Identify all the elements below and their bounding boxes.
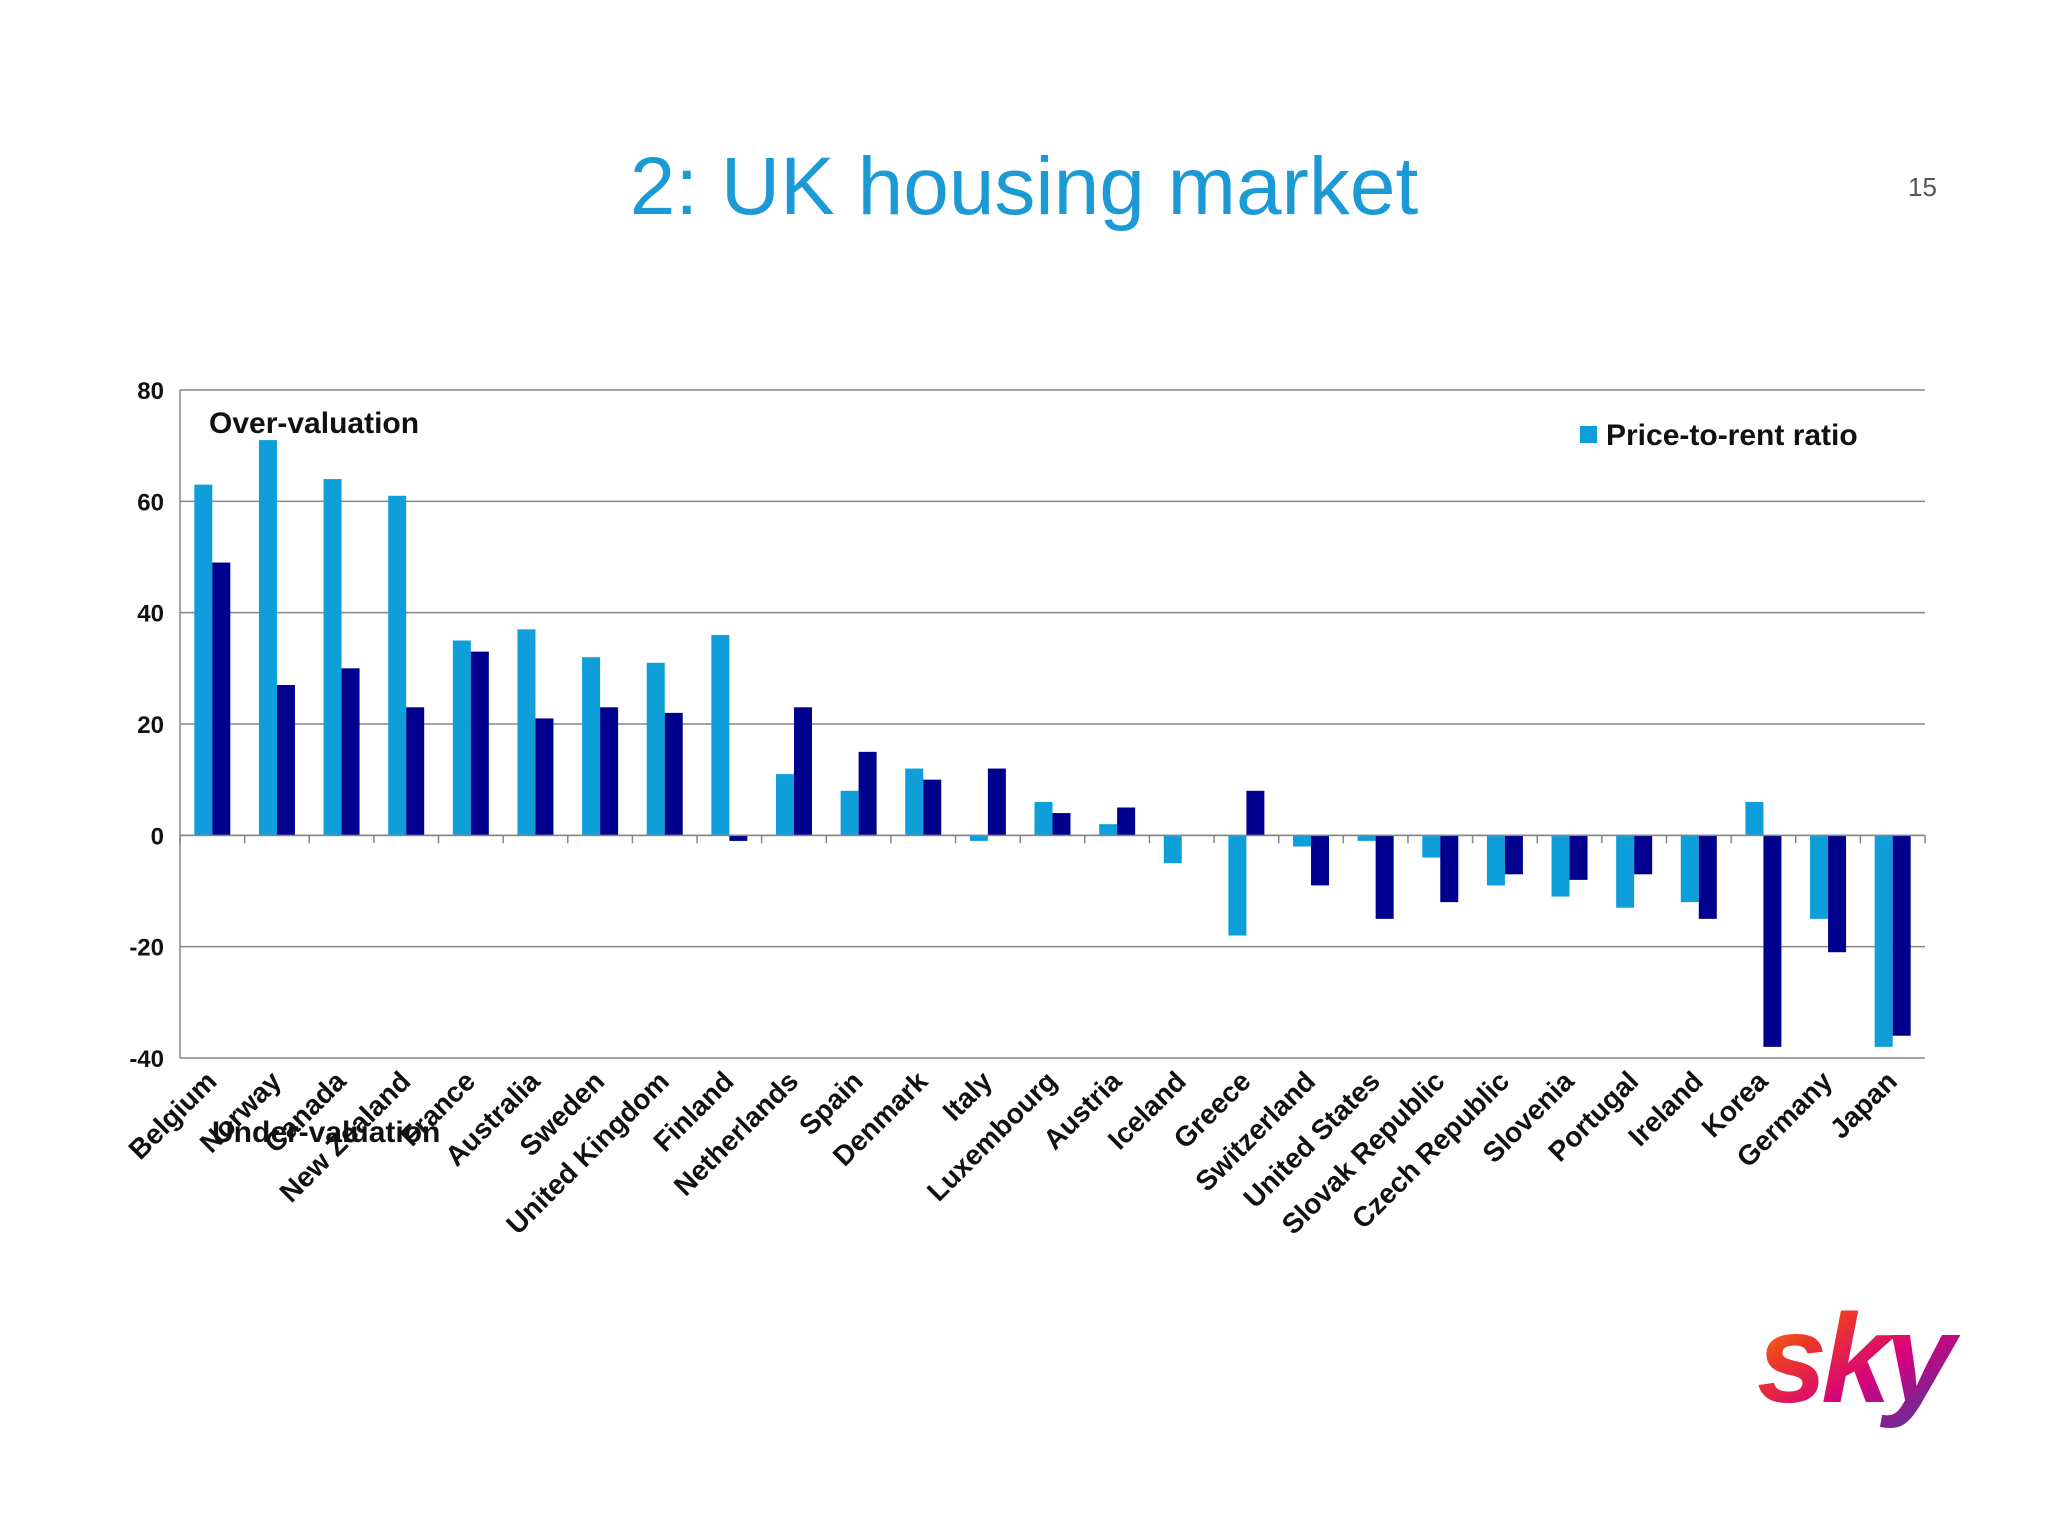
bar-italy-s2 (987, 768, 1006, 836)
bar-greece-s1 (1228, 835, 1247, 936)
bar-germany-s2 (1828, 835, 1847, 953)
bar-switzerland-s1 (1293, 835, 1312, 847)
y-tick-label: 60 (137, 489, 164, 516)
bar-spain-s1 (840, 790, 859, 836)
bar-czech-republic-s1 (1486, 835, 1505, 886)
bar-australia-s1 (517, 629, 536, 836)
bar-portugal-s2 (1634, 835, 1653, 875)
bar-luxembourg-s2 (1052, 813, 1071, 836)
bar-ireland-s1 (1680, 835, 1699, 903)
bar-korea-s1 (1745, 801, 1764, 836)
y-tick-label: 20 (137, 712, 164, 739)
legend-swatch (1580, 426, 1597, 443)
bar-france-s2 (470, 651, 489, 836)
bar-japan-s1 (1874, 835, 1893, 1047)
bar-united-states-s2 (1375, 835, 1394, 919)
bar-australia-s2 (535, 718, 554, 836)
bar-luxembourg-s1 (1034, 801, 1053, 836)
bar-slovak-republic-s2 (1440, 835, 1459, 903)
sky-logo: sky (1757, 1288, 1965, 1429)
bar-netherlands-s1 (775, 774, 794, 836)
y-tick-label: -20 (129, 935, 164, 962)
bar-denmark-s2 (923, 779, 942, 836)
bar-iceland-s1 (1163, 835, 1182, 864)
legend: Price-to-rent ratio (1580, 419, 1858, 452)
bar-portugal-s1 (1616, 835, 1635, 908)
y-tick-label: 0 (151, 823, 164, 850)
bar-belgium-s2 (212, 562, 231, 836)
bar-spain-s2 (858, 751, 877, 836)
bar-germany-s1 (1810, 835, 1829, 919)
bar-ireland-s2 (1698, 835, 1717, 919)
y-tick-label: -40 (129, 1046, 164, 1073)
bar-new-zealand-s2 (406, 707, 425, 836)
bar-netherlands-s2 (793, 707, 812, 836)
bar-czech-republic-s2 (1504, 835, 1523, 875)
bar-slovenia-s1 (1551, 835, 1570, 897)
bar-austria-s1 (1099, 824, 1118, 836)
bar-japan-s2 (1892, 835, 1911, 1036)
axes (179, 390, 1926, 1058)
bar-finland-s1 (711, 634, 730, 836)
bar-norway-s2 (276, 685, 295, 836)
slide-title: 2: UK housing market (629, 141, 1419, 232)
bar-denmark-s1 (905, 768, 924, 836)
bars (194, 440, 1911, 1047)
bar-united-kingdom-s2 (664, 712, 683, 836)
bar-sweden-s1 (582, 657, 601, 836)
bar-switzerland-s2 (1311, 835, 1330, 886)
bar-greece-s2 (1246, 790, 1265, 836)
under-valuation-annotation: Under-valuation (212, 1116, 440, 1149)
bar-italy-s1 (969, 835, 988, 841)
bar-slovenia-s2 (1569, 835, 1588, 880)
grid-lines (180, 389, 1925, 1059)
bar-belgium-s1 (194, 484, 213, 836)
bar-austria-s2 (1117, 807, 1136, 836)
bar-france-s1 (452, 640, 471, 836)
bar-finland-s2 (729, 835, 748, 841)
bar-united-kingdom-s1 (646, 662, 665, 836)
page-number: 15 (1908, 172, 1937, 202)
bar-slovak-republic-s1 (1422, 835, 1441, 858)
y-tick-label: 40 (137, 601, 164, 628)
over-valuation-annotation: Over-valuation (209, 407, 419, 440)
legend-label: Price-to-rent ratio (1606, 419, 1858, 452)
y-tick-label: 80 (137, 378, 164, 405)
svg-text:sky: sky (1757, 1288, 1961, 1429)
bar-korea-s2 (1763, 835, 1782, 1047)
bar-norway-s1 (258, 440, 277, 836)
bar-canada-s1 (323, 479, 342, 836)
bar-canada-s2 (341, 668, 360, 836)
bar-united-states-s1 (1357, 835, 1376, 841)
x-tick-label: Japan (1824, 1065, 1903, 1144)
bar-sweden-s2 (600, 707, 619, 836)
bar-new-zealand-s1 (388, 495, 407, 836)
